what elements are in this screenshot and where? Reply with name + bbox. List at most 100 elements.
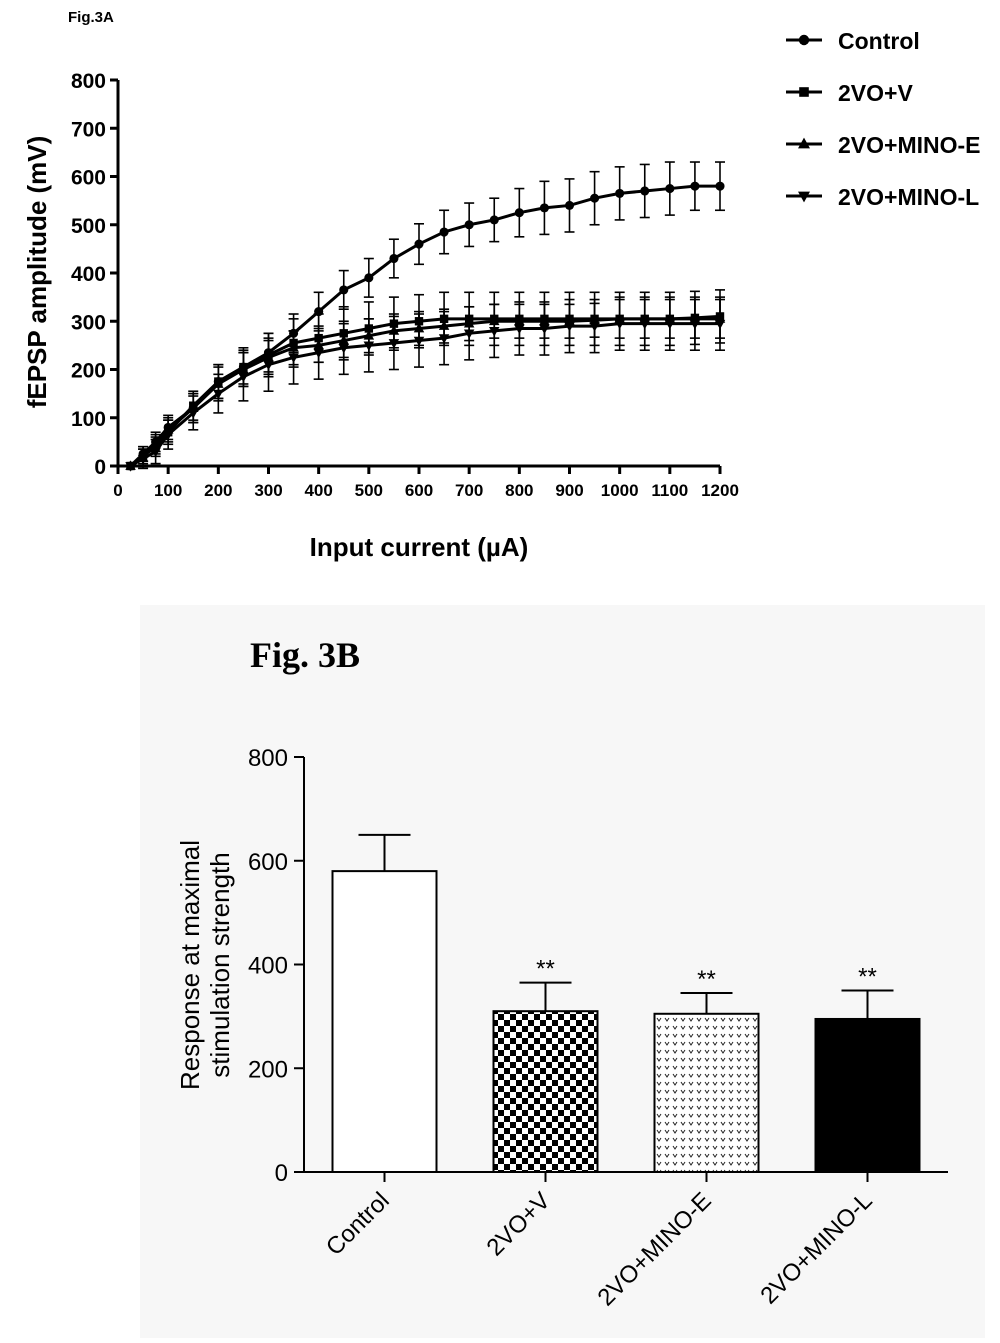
- panel-b-significance-label: **: [858, 963, 877, 990]
- panel-a-data-point: [514, 208, 524, 218]
- panel-b-y-tick-label: 400: [248, 953, 288, 980]
- panel-a-data-point: [664, 319, 676, 330]
- panel-a-data-point: [438, 334, 450, 344]
- panel-a-data-point: [213, 389, 224, 400]
- panel-a-legend-marker: [799, 87, 809, 97]
- panel-a-y-tick-label: 400: [71, 263, 106, 286]
- panel-a-x-tick-label: 1000: [601, 481, 639, 500]
- panel-b-significance-label: **: [697, 966, 716, 993]
- panel-a-data-point: [689, 319, 701, 330]
- panel-a-data-point: [589, 322, 600, 332]
- panel-a-x-tick-label: 900: [555, 481, 583, 500]
- panel-a-x-tick-label: 100: [154, 481, 182, 500]
- panel-a-y-tick-label: 600: [71, 167, 106, 190]
- panel-a-data-point: [150, 447, 161, 458]
- panel-a-data-point: [413, 336, 425, 347]
- panel-a-legend-item-3: 2VO+MINO-L: [786, 184, 979, 210]
- panel-a-series-1: [126, 289, 725, 471]
- panel-a-y-tick-label: 200: [71, 360, 106, 383]
- panel-a-series: [125, 161, 726, 472]
- panel-a-data-point: [690, 181, 700, 191]
- panel-a-data-point: [137, 454, 149, 465]
- panel-a-y-axis-label: fEPSP amplitude (mV): [22, 136, 52, 409]
- panel-a-data-point: [564, 200, 575, 210]
- panel-a-x-tick-label: 1200: [701, 481, 739, 500]
- panel-a-series-0: [125, 161, 725, 471]
- panel-a-data-point: [564, 322, 575, 332]
- panel-a-legend-label: Control: [838, 28, 920, 54]
- panel-a-data-point: [463, 329, 475, 339]
- panel-a-data-point: [414, 239, 424, 249]
- panel-a-data-point: [313, 348, 324, 359]
- panel-a-x-tick-label: 300: [254, 481, 282, 500]
- panel-a-y-tick-label: 300: [71, 311, 106, 334]
- panel-a-data-point: [389, 253, 399, 264]
- panel-b-y-tick-label: 0: [275, 1160, 288, 1187]
- panel-a-x-tick-label: 700: [455, 481, 483, 500]
- panel-a-data-point: [640, 186, 650, 196]
- panel-a-data-point: [238, 372, 249, 383]
- panel-a-data-point: [539, 324, 550, 335]
- panel-a-data-point: [125, 462, 136, 472]
- panel-a-data-point: [614, 319, 625, 330]
- panel-a-data-point: [539, 203, 549, 213]
- panel-a-x-tick-label: 800: [505, 481, 533, 500]
- panel-b-y-tick-label: 600: [248, 849, 288, 876]
- panel-a-data-point: [364, 273, 374, 283]
- panel-a-data-point: [714, 319, 726, 330]
- panel-b-y-axis-label: Response at maximal stimulation strength: [175, 840, 235, 1090]
- panel-a-data-point: [665, 184, 675, 194]
- panel-b-bar: [492, 1010, 599, 1173]
- panel-a-data-point: [363, 341, 375, 351]
- panel-a-legend-marker: [798, 34, 810, 46]
- panel-a-data-point: [464, 220, 474, 230]
- panel-a-axes: 0 100 200 300 400 500 600 700 800 0 100 200 300 400 50…: [71, 70, 739, 500]
- panel-a-legend-item-2: 2VO+MINO-E: [786, 132, 981, 158]
- panel-a-data-point: [188, 409, 199, 419]
- panel-a-legend-label: 2VO+MINO-L: [838, 184, 979, 210]
- panel-a-data-point: [439, 227, 449, 237]
- panel-a-data-point: [388, 339, 400, 349]
- panel-a-legend-label: 2VO+V: [838, 80, 913, 106]
- panel-a-legend-marker: [798, 191, 810, 203]
- panel-a-legend-item-0: Control: [786, 28, 920, 54]
- panel-a-data-point: [162, 430, 174, 441]
- panel-b-y-tick-label: 800: [248, 745, 288, 772]
- panel-b-axes: 0 200 400 600 800: [248, 745, 948, 1187]
- panel-b-significance-label: **: [536, 956, 555, 983]
- panel-a-legend-item-1: 2VO+V: [786, 80, 913, 106]
- panel-a-data-point: [715, 181, 725, 191]
- panel-a-data-point: [338, 343, 349, 354]
- panel-b-background: [140, 605, 985, 1338]
- panel-a-y-tick-label: 0: [94, 456, 106, 479]
- panel-a-y-tick-label: 100: [71, 408, 106, 431]
- panel-a-line-chart: Fig.3A fEPSP amplitude (mV) Input curren…: [22, 9, 981, 562]
- panel-a-series-line: [129, 184, 720, 468]
- panel-a-data-point: [489, 327, 500, 337]
- panel-b-y-axis-label-line-1: Response at maximal: [175, 840, 205, 1090]
- panel-a-data-point: [263, 360, 274, 371]
- panel-a-x-tick-label: 400: [304, 481, 332, 500]
- panel-a-x-tick-label: 200: [204, 481, 232, 500]
- panel-a-y-tick-label: 500: [71, 215, 106, 238]
- panel-a-data-point: [489, 215, 499, 225]
- panel-a-x-axis-label: Input current (µA): [310, 532, 529, 562]
- panel-a-legend: Control 2VO+V 2VO+MINO-E 2VO+MINO-L: [786, 28, 981, 210]
- panel-a-data-point: [514, 324, 525, 335]
- panel-a-legend-marker: [798, 137, 810, 149]
- panel-a-label: Fig.3A: [68, 9, 114, 26]
- panel-a-data-point: [288, 353, 299, 364]
- panel-b-bar-chart: Fig. 3B Response at maximal stimulation …: [140, 605, 985, 1338]
- panel-a-legend-label: 2VO+MINO-E: [838, 132, 981, 158]
- panel-b-bar: [814, 1017, 921, 1173]
- panel-a-series-3: [125, 296, 726, 472]
- panel-b-y-tick-label: 200: [248, 1056, 288, 1083]
- panel-a-x-tick-label: 600: [405, 481, 433, 500]
- panel-a-series-line: [129, 317, 720, 468]
- panel-b-bar: [653, 1012, 760, 1173]
- panel-a-data-point: [590, 193, 600, 203]
- panel-a-data-point: [615, 188, 625, 198]
- panel-a-data-point: [639, 319, 650, 330]
- panel-a-y-tick-label: 700: [71, 118, 106, 141]
